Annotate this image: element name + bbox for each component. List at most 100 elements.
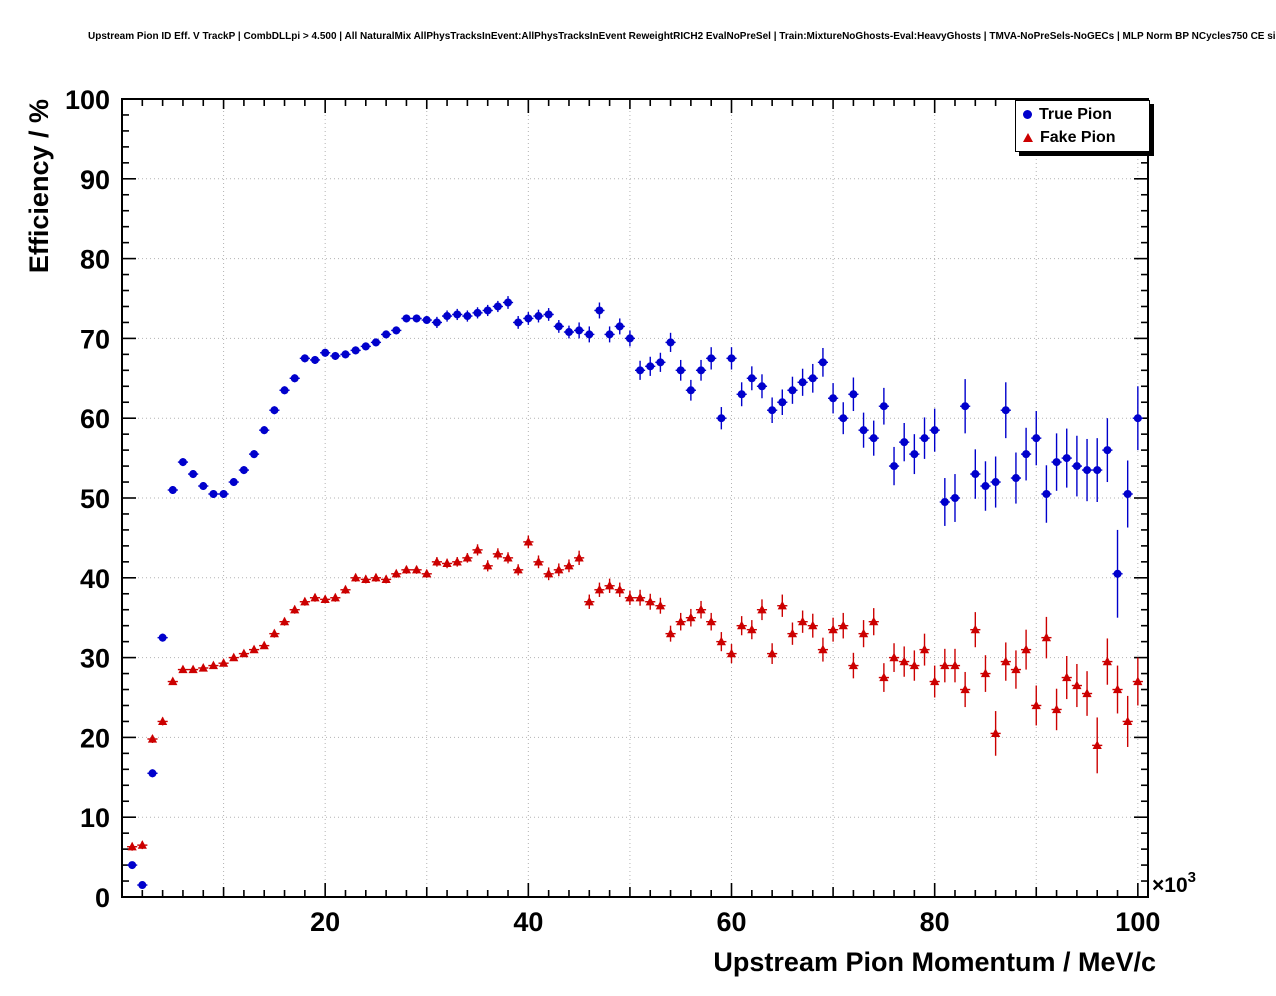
data-point xyxy=(341,350,350,359)
data-point xyxy=(483,306,492,315)
data-point xyxy=(605,330,614,339)
data-point xyxy=(1031,700,1041,710)
data-point xyxy=(371,338,380,347)
y-tick-label: 10 xyxy=(80,803,110,833)
data-point xyxy=(839,414,848,423)
data-point xyxy=(432,318,441,327)
data-point xyxy=(737,620,747,630)
data-point xyxy=(636,366,645,375)
data-point xyxy=(503,552,513,562)
data-point xyxy=(645,596,655,606)
data-point xyxy=(1011,474,1020,483)
data-point xyxy=(128,861,137,870)
data-point xyxy=(960,684,970,694)
data-point xyxy=(168,486,177,495)
data-point xyxy=(757,604,767,614)
data-point xyxy=(767,648,777,658)
data-point xyxy=(250,450,259,459)
y-tick-label: 40 xyxy=(80,564,110,594)
y-tick-label: 90 xyxy=(80,165,110,195)
data-point xyxy=(1042,490,1051,499)
data-point xyxy=(229,478,238,487)
data-point xyxy=(127,841,137,851)
true-pion-circle-icon xyxy=(1023,110,1032,119)
data-point xyxy=(778,398,787,407)
fake-pion-triangle-icon xyxy=(1023,133,1033,142)
data-point xyxy=(513,564,523,574)
data-point xyxy=(422,316,431,325)
data-point xyxy=(1082,688,1092,698)
data-point xyxy=(147,733,158,743)
data-point xyxy=(1123,716,1133,726)
data-point xyxy=(533,556,544,566)
data-point xyxy=(574,552,584,562)
data-point xyxy=(361,574,371,583)
data-point xyxy=(392,326,401,335)
data-point xyxy=(199,482,208,491)
y-tick-label: 60 xyxy=(80,404,110,434)
data-point xyxy=(676,366,685,375)
data-point xyxy=(1123,490,1132,499)
data-point xyxy=(910,450,919,459)
data-point xyxy=(340,584,351,594)
data-point xyxy=(717,414,726,423)
data-point xyxy=(788,386,797,395)
data-point xyxy=(585,330,594,339)
data-point xyxy=(646,362,655,371)
data-point xyxy=(919,644,930,654)
data-point xyxy=(168,676,178,686)
data-point xyxy=(859,426,868,435)
data-point xyxy=(554,564,564,574)
data-point xyxy=(534,312,543,321)
data-point xyxy=(981,482,990,491)
x-tick-label: 20 xyxy=(310,907,340,937)
data-point xyxy=(1001,406,1010,415)
data-point xyxy=(1021,644,1031,654)
data-point xyxy=(401,564,412,574)
data-point xyxy=(411,564,422,574)
data-point xyxy=(412,314,421,323)
data-point xyxy=(290,604,300,614)
data-point xyxy=(453,310,462,319)
data-point xyxy=(838,620,848,630)
x-tick-label: 60 xyxy=(716,907,746,937)
data-point xyxy=(666,338,675,347)
data-point xyxy=(351,346,360,355)
y-tick-label: 80 xyxy=(80,245,110,275)
data-point xyxy=(269,628,279,638)
data-point xyxy=(493,548,503,558)
data-point xyxy=(1041,632,1052,642)
data-point xyxy=(473,308,482,317)
data-point xyxy=(980,668,991,678)
series-fake-pion xyxy=(127,535,1143,851)
data-point xyxy=(869,616,879,626)
data-point xyxy=(665,628,676,638)
data-point xyxy=(716,636,726,646)
data-point xyxy=(798,616,808,626)
data-point xyxy=(279,616,290,626)
data-point xyxy=(1062,672,1072,682)
data-point xyxy=(208,660,219,670)
data-point xyxy=(605,580,615,590)
legend-label-true-pion: True Pion xyxy=(1039,105,1112,123)
data-point xyxy=(950,660,960,670)
data-point xyxy=(239,466,248,475)
data-point xyxy=(849,390,858,399)
y-tick-label: 100 xyxy=(65,85,110,115)
data-point xyxy=(148,769,157,778)
data-point xyxy=(798,378,807,387)
data-point xyxy=(971,470,980,479)
data-point xyxy=(808,374,817,383)
x-tick-label: 40 xyxy=(513,907,543,937)
data-point xyxy=(737,390,746,399)
data-point xyxy=(462,552,472,562)
data-point xyxy=(463,312,472,321)
data-point xyxy=(635,592,645,602)
data-point xyxy=(686,612,696,622)
data-point xyxy=(1133,676,1143,686)
data-point xyxy=(727,354,736,363)
data-point xyxy=(930,676,940,686)
data-point xyxy=(768,406,777,415)
data-point xyxy=(188,664,198,674)
data-point xyxy=(920,434,929,443)
